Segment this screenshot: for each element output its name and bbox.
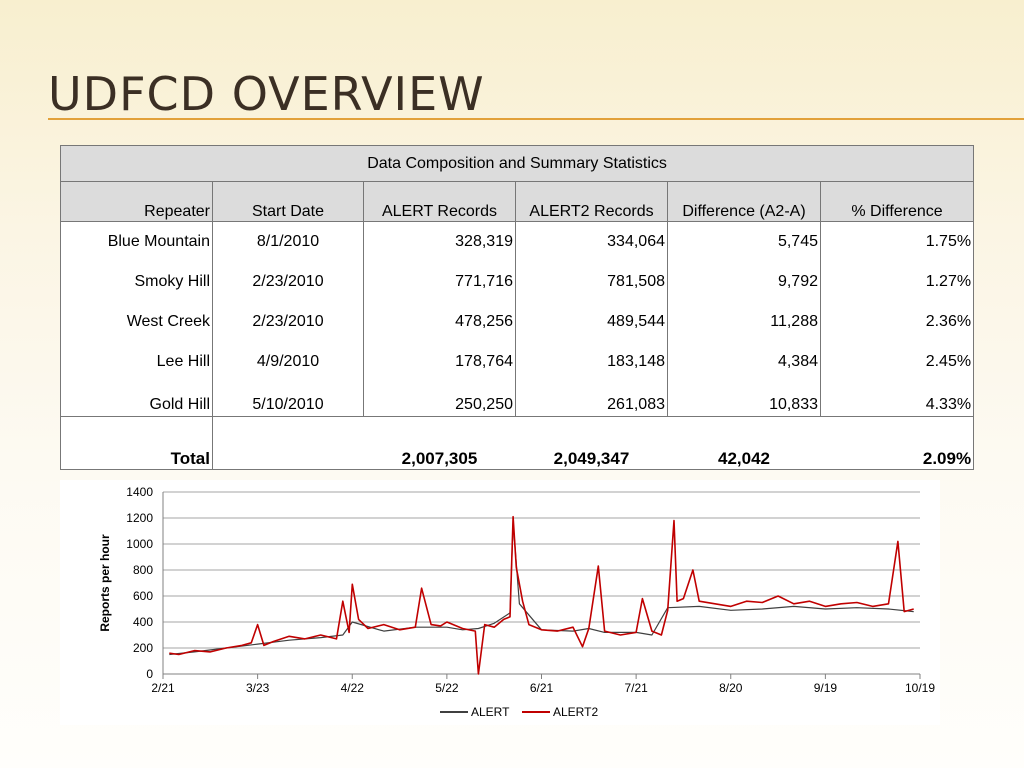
start-date-cell: 8/1/2010 [212,221,364,262]
repeater-cell: Smoky Hill [60,262,213,302]
x-tick-label: 10/19 [905,681,935,695]
y-tick-label: 800 [133,563,153,577]
start-date-cell: 4/9/2010 [212,342,364,382]
y-axis-label: Reports per hour [98,534,112,632]
table-caption-row: Data Composition and Summary Statistics [59,145,975,182]
start-date-cell: 2/23/2010 [212,262,364,302]
x-tick-label: 4/22 [341,681,365,695]
x-tick-label: 9/19 [814,681,838,695]
pct-difference-cell: 1.75% [820,221,975,262]
alert-records-cell: 478,256 [363,302,516,342]
difference-cell: 11,288 [667,302,821,342]
pct-difference-cell: 4.33% [820,382,975,417]
x-tick-label: 6/21 [530,681,554,695]
difference-cell: 5,745 [667,221,821,262]
pct-difference-cell: 1.27% [820,262,975,302]
y-tick-label: 0 [146,667,153,681]
total-row: Total 2,007,305 2,049,347 42,042 2.09% [60,416,975,470]
table-caption: Data Composition and Summary Statistics [59,145,975,182]
column-header: Repeater [60,181,213,222]
y-tick-label: 1200 [126,511,153,525]
table-header-row: Repeater Start Date ALERT Records ALERT2… [60,181,975,222]
total-start-date-cell [212,416,364,470]
difference-cell: 9,792 [667,262,821,302]
start-date-cell: 2/23/2010 [212,302,364,342]
total-label: Total [60,416,213,470]
x-tick-label: 3/23 [246,681,270,695]
pct-difference-cell: 2.36% [820,302,975,342]
pct-difference-cell: 2.45% [820,342,975,382]
x-tick-label: 7/21 [624,681,648,695]
alert-records-cell: 178,764 [363,342,516,382]
alert2-records-cell: 261,083 [515,382,668,417]
column-header: ALERT2 Records [515,181,668,222]
total-pct-difference: 2.09% [820,416,975,470]
repeater-cell: Blue Mountain [60,221,213,262]
alert2-records-cell: 334,064 [515,221,668,262]
total-difference: 42,042 [667,416,821,470]
alert2-records-cell: 183,148 [515,342,668,382]
column-header: Start Date [212,181,364,222]
alert-records-cell: 771,716 [363,262,516,302]
table-row: Gold Hill 5/10/2010 250,250 261,083 10,8… [60,382,975,417]
repeater-cell: Lee Hill [60,342,213,382]
column-header: Difference (A2-A) [667,181,821,222]
repeater-cell: Gold Hill [60,382,213,417]
alert2-records-cell: 489,544 [515,302,668,342]
y-tick-label: 1400 [126,485,153,499]
reports-per-hour-chart: 0 200 400 600 800 1000 1200 1400 2/21 3/23 4/22 5/2… [60,480,940,725]
y-tick-label: 200 [133,641,153,655]
x-tick-label: 2/21 [151,681,175,695]
series-line-alert2 [169,515,914,675]
chart-background [60,480,940,725]
start-date-cell: 5/10/2010 [212,382,364,417]
legend-label-alert: ALERT [471,705,510,719]
column-header: % Difference [819,181,975,222]
alert-records-cell: 328,319 [363,221,516,262]
table-row: Lee Hill 4/9/2010 178,764 183,148 4,384 … [60,342,975,382]
alert-records-cell: 250,250 [363,382,516,417]
y-tick-label: 400 [133,615,153,629]
table-row: Smoky Hill 2/23/2010 771,716 781,508 9,7… [60,262,975,302]
total-alert-records: 2,007,305 [363,416,516,470]
table-row: Blue Mountain 8/1/2010 328,319 334,064 5… [60,221,975,262]
x-tick-label: 5/22 [435,681,459,695]
difference-cell: 10,833 [667,382,821,417]
alert2-records-cell: 781,508 [515,262,668,302]
title-underline [48,118,1024,120]
y-tick-label: 600 [133,589,153,603]
difference-cell: 4,384 [667,342,821,382]
column-header: ALERT Records [363,181,516,222]
legend-label-alert2: ALERT2 [553,705,598,719]
table-row: West Creek 2/23/2010 478,256 489,544 11,… [60,302,975,342]
total-alert2-records: 2,049,347 [515,416,668,470]
repeater-cell: West Creek [60,302,213,342]
summary-table: Data Composition and Summary Statistics … [59,145,975,470]
y-tick-label: 1000 [126,537,153,551]
x-tick-label: 8/20 [719,681,743,695]
slide-title: UDFCD OVERVIEW [48,67,485,121]
